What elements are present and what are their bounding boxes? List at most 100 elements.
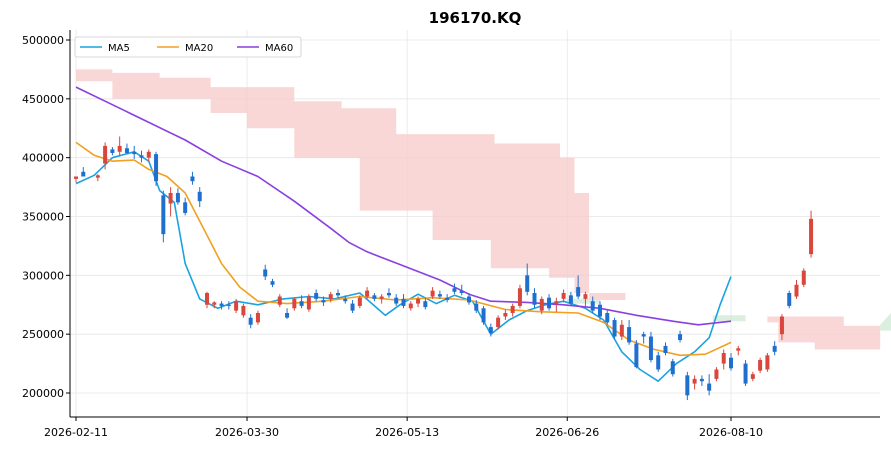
chart-title: 196170.KQ <box>429 9 522 27</box>
candle-down <box>699 375 704 386</box>
candle-down <box>161 190 166 243</box>
candle-body <box>576 287 581 297</box>
candle-down <box>612 317 617 339</box>
candle-up <box>714 367 719 382</box>
y-tick-label: 450000 <box>22 93 64 106</box>
candle-body <box>554 301 559 304</box>
candle-down <box>547 294 552 311</box>
candle-body <box>423 301 428 308</box>
candle-down <box>576 275 581 299</box>
candle-body <box>270 281 275 285</box>
candle-up <box>619 320 624 341</box>
candle-down <box>474 300 479 313</box>
y-tick-label: 200000 <box>22 387 64 400</box>
candle-down <box>139 150 144 163</box>
candle-down <box>81 167 86 177</box>
candle-down <box>343 295 348 304</box>
candle-body <box>496 317 501 328</box>
candle-up <box>758 357 763 373</box>
candle-body <box>634 343 639 368</box>
candle-down <box>532 288 537 309</box>
candle-body <box>168 192 173 204</box>
x-tick-label: 2026-08-10 <box>699 426 763 439</box>
candle-down <box>285 308 290 319</box>
candle-up <box>365 287 370 299</box>
candle-down <box>568 291 573 306</box>
candle-body <box>743 363 748 384</box>
candle-body <box>488 327 493 333</box>
candle-body <box>117 145 122 152</box>
candle-body <box>124 148 129 153</box>
candle-body <box>277 296 282 305</box>
candle-up <box>379 294 384 304</box>
candle-up <box>117 136 122 157</box>
candle-up <box>765 352 770 372</box>
candle-body <box>583 294 588 299</box>
candle-up <box>692 375 697 390</box>
candle-body <box>503 312 508 317</box>
candle-down <box>743 360 748 386</box>
ma5-line <box>75 151 732 383</box>
candle-up <box>554 297 559 312</box>
candle-body <box>619 324 624 337</box>
legend-box <box>74 36 302 58</box>
candle-body <box>809 218 814 255</box>
candle-body <box>452 288 457 292</box>
candles <box>74 136 814 401</box>
ichimoku-cloud <box>76 69 891 350</box>
candle-body <box>372 295 377 299</box>
candle-up <box>168 187 173 217</box>
candle-body <box>685 375 690 396</box>
candle-down <box>299 295 304 309</box>
candle-body <box>306 296 311 310</box>
candle-down <box>423 297 428 310</box>
candle-body <box>226 304 231 306</box>
candle-down <box>386 288 391 298</box>
candle-up <box>328 291 333 303</box>
candle-up <box>503 309 508 321</box>
candle-body <box>568 295 573 304</box>
candle-body <box>357 297 362 306</box>
candle-down <box>481 305 486 325</box>
candle-body <box>801 270 806 285</box>
candle-up <box>277 294 282 308</box>
candle-down <box>787 290 792 309</box>
candle-body <box>132 151 137 155</box>
candle-up <box>241 303 246 318</box>
candle-up <box>496 315 501 330</box>
candle-down <box>598 301 602 321</box>
candle-down <box>154 151 159 186</box>
candle-body <box>459 290 464 293</box>
candle-body <box>146 151 151 158</box>
candle-body <box>350 303 355 311</box>
candle-down <box>190 171 195 185</box>
y-tick-label: 500000 <box>22 34 64 47</box>
candle-down <box>627 320 632 345</box>
candle-body <box>729 357 733 369</box>
legend-label-ma20: MA20 <box>185 43 213 54</box>
candle-up <box>306 294 311 312</box>
candle-body <box>627 327 632 343</box>
axes <box>69 30 880 418</box>
candle-up <box>205 291 209 309</box>
candle-down <box>729 352 733 371</box>
candle-body <box>539 298 544 311</box>
candle-body <box>263 269 268 277</box>
candle-body <box>197 191 202 202</box>
candle-body <box>699 378 704 382</box>
candle-up <box>74 176 78 183</box>
candle-body <box>721 352 726 364</box>
candle-down <box>226 301 231 310</box>
candle-down <box>525 263 530 296</box>
candle-body <box>510 305 515 313</box>
legend: MA5 MA20 MA60 <box>74 36 302 58</box>
candle-body <box>205 292 209 305</box>
candle-body <box>707 383 712 391</box>
candle-down <box>772 341 777 356</box>
candle-down <box>707 374 712 396</box>
candle-body <box>772 345 777 352</box>
candle-body <box>343 298 348 302</box>
candle-body <box>212 302 217 305</box>
candle-up <box>736 345 741 356</box>
candle-up <box>561 289 566 303</box>
